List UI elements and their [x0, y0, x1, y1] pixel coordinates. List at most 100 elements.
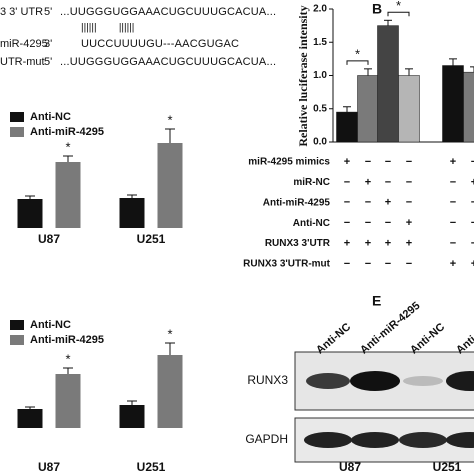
seq-end: 5'	[44, 56, 52, 68]
sequence: ...UUGGGUGGAAACUGCUUUGCACUA...	[60, 6, 276, 18]
row-label: Anti-NC	[293, 218, 330, 229]
sign: −	[406, 197, 412, 209]
bar	[357, 75, 379, 143]
sign: +	[406, 217, 412, 229]
significance: *	[65, 139, 70, 154]
bar	[157, 355, 183, 428]
sign: +	[365, 176, 371, 188]
bar	[398, 75, 420, 143]
bar	[119, 198, 145, 228]
significance: *	[396, 0, 401, 13]
sign: −	[344, 258, 350, 270]
bar	[157, 143, 183, 228]
y-tick-label: 1.0	[313, 70, 327, 81]
sign: −	[344, 217, 350, 229]
bar	[55, 162, 81, 228]
bar	[17, 199, 43, 228]
sign: −	[385, 176, 391, 188]
legend-swatch	[10, 335, 24, 345]
sign: −	[385, 217, 391, 229]
row-label: miR-4295 mimics	[248, 157, 330, 168]
legend-label: Anti-NC	[30, 319, 71, 331]
sign: −	[406, 156, 412, 168]
sign: −	[406, 258, 412, 270]
band	[403, 376, 443, 386]
bar	[463, 71, 474, 143]
sign: −	[385, 258, 391, 270]
sign: −	[450, 217, 456, 229]
band	[304, 432, 352, 448]
legend-swatch	[10, 112, 24, 122]
row-label: RUNX3 3'UTR-mut	[243, 259, 330, 270]
sign: +	[385, 238, 391, 250]
seq-name: 3 3' UTR	[0, 6, 43, 18]
bar	[55, 374, 81, 428]
legend-label: Anti-miR-4295	[30, 126, 104, 138]
band	[399, 432, 447, 448]
y-tick-label: 1.5	[313, 37, 327, 48]
y-axis-label: Relative luciferase intensity	[296, 5, 310, 146]
pairing: |||||| ||||||	[81, 23, 134, 34]
sign: −	[344, 176, 350, 188]
group-label: U251	[433, 460, 462, 474]
panel-label: E	[372, 293, 381, 309]
sign: −	[471, 156, 474, 168]
sign: +	[471, 258, 474, 270]
bar	[336, 111, 358, 143]
y-tick-label: 0.0	[313, 137, 327, 148]
band	[446, 432, 474, 448]
sign: +	[471, 176, 474, 188]
seq-end: 3'	[44, 38, 52, 50]
seq-name: UTR-mut	[0, 56, 45, 68]
sign: −	[450, 197, 456, 209]
y-tick-label: 0.5	[313, 103, 327, 114]
sign: −	[471, 238, 474, 250]
sign: −	[450, 238, 456, 250]
sequence: UUCCUUUUGU---AACGUGAC	[81, 38, 239, 50]
group-label: U87	[339, 460, 361, 474]
band	[306, 373, 350, 389]
sign: +	[450, 258, 456, 270]
bar	[119, 405, 145, 428]
x-tick-label: U87	[38, 460, 60, 474]
sign: +	[406, 238, 412, 250]
sign: −	[450, 176, 456, 188]
significance: *	[355, 46, 360, 61]
lane-label: Anti-NC	[314, 321, 353, 357]
lane-label: Anti-NC	[408, 321, 447, 357]
legend-label: Anti-miR-4295	[30, 334, 104, 346]
sign: −	[471, 217, 474, 229]
seq-name: miR-4295	[0, 38, 48, 50]
protein-label: GAPDH	[245, 432, 288, 446]
legend-label: Anti-NC	[30, 111, 71, 123]
sign: −	[344, 197, 350, 209]
sign: −	[365, 217, 371, 229]
sign: +	[450, 156, 456, 168]
significance-bracket	[346, 60, 369, 65]
sign: +	[344, 238, 350, 250]
legend-swatch	[10, 320, 24, 330]
row-label: RUNX3 3'UTR	[265, 238, 331, 249]
sequence: ...UUGGGUGGAAACUGCUUUGCACUA...	[60, 56, 276, 68]
sign: −	[471, 197, 474, 209]
bar	[17, 409, 43, 428]
bar	[377, 25, 399, 143]
significance: *	[65, 351, 70, 366]
significance: *	[167, 112, 172, 127]
lane-label: Anti-miR-4295	[454, 300, 474, 357]
panel-label: B	[372, 1, 382, 17]
protein-label: RUNX3	[247, 373, 288, 387]
x-tick-label: U87	[38, 232, 60, 246]
seq-end: 5'	[44, 6, 52, 18]
sign: −	[406, 176, 412, 188]
sign: +	[344, 156, 350, 168]
significance: *	[167, 326, 172, 341]
sign: −	[365, 258, 371, 270]
x-tick-label: U251	[137, 460, 166, 474]
sign: −	[365, 156, 371, 168]
row-label: miR-NC	[293, 177, 330, 188]
bar	[442, 65, 464, 143]
sign: +	[385, 197, 391, 209]
sign: +	[365, 238, 371, 250]
